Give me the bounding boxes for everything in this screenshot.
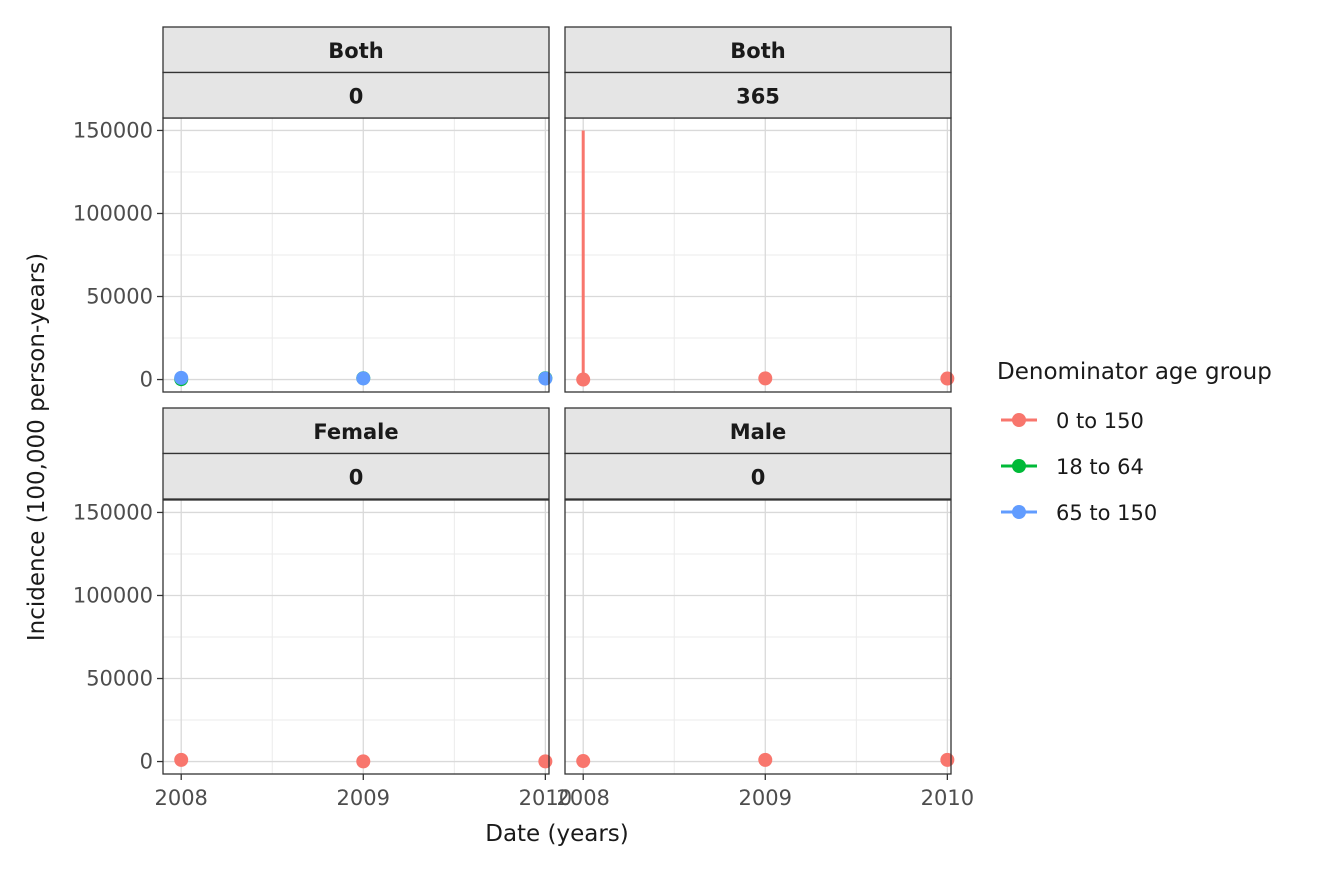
panel-3-strip-top-label: Female bbox=[313, 420, 398, 444]
panel-3-data-point bbox=[356, 754, 371, 769]
panel-3-x-tick-label: 2008 bbox=[154, 786, 207, 810]
panel-4-data-point bbox=[576, 754, 591, 769]
legend-key-point bbox=[1012, 413, 1026, 427]
panel-1-strip-bottom bbox=[162, 71, 550, 119]
panel-4-data-point bbox=[758, 752, 773, 767]
panel-3-x-tick-label: 2009 bbox=[337, 786, 390, 810]
legend-title: Denominator age group bbox=[997, 359, 1272, 385]
panel-1-data-point bbox=[538, 371, 553, 386]
panel-2-data-point bbox=[758, 371, 773, 386]
legend-label: 65 to 150 bbox=[1056, 501, 1157, 525]
panel-1-y-tick-label: 0 bbox=[140, 368, 153, 392]
panel-4-strip-top bbox=[564, 407, 952, 455]
panel-3-strip-bottom-label: 0 bbox=[349, 465, 364, 489]
panel-1-strip-bottom-label: 0 bbox=[349, 84, 364, 108]
panel-3-y-tick-label: 0 bbox=[140, 750, 153, 774]
panel-3-border bbox=[162, 499, 550, 775]
panel-1-strip-top bbox=[162, 26, 550, 74]
panel-1-y-tick-label: 150000 bbox=[73, 118, 153, 142]
legend-key-point bbox=[1012, 459, 1026, 473]
legend-label: 0 to 150 bbox=[1056, 409, 1144, 433]
panel-1-data-point bbox=[356, 371, 371, 386]
panel-1-y-tick-label: 50000 bbox=[86, 285, 153, 309]
panel-1-strip-top-label: Both bbox=[328, 39, 383, 63]
panel-3-data-point bbox=[538, 754, 553, 769]
x-axis-title: Date (years) bbox=[485, 821, 629, 847]
panel-3-data-point bbox=[174, 752, 189, 767]
panel-2-strip-top bbox=[564, 26, 952, 74]
panel-3-y-tick-label: 50000 bbox=[86, 667, 153, 691]
panel-3-y-tick-label: 100000 bbox=[73, 583, 153, 607]
panel-4-data-point bbox=[940, 752, 955, 767]
panel-3-y-tick-label: 150000 bbox=[73, 500, 153, 524]
legend-key-point bbox=[1012, 505, 1026, 519]
panel-4-x-tick-label: 2009 bbox=[739, 786, 792, 810]
panel-3-strip-top bbox=[162, 407, 550, 455]
panel-3-x-tick-label: 2010 bbox=[519, 786, 572, 810]
panel-4-strip-bottom bbox=[564, 452, 952, 500]
y-axis-title: Incidence (100,000 person-years) bbox=[24, 253, 50, 641]
panel-4-border bbox=[564, 499, 952, 775]
panel-2-data-point bbox=[940, 371, 955, 386]
panel-4-x-tick-label: 2010 bbox=[921, 786, 974, 810]
panel-3-strip-bottom bbox=[162, 452, 550, 500]
panel-1-y-tick-label: 100000 bbox=[73, 201, 153, 225]
panel-2-strip-top-label: Both bbox=[730, 39, 785, 63]
panel-4-strip-bottom-label: 0 bbox=[751, 465, 766, 489]
panel-4-strip-top-label: Male bbox=[730, 420, 787, 444]
legend-label: 18 to 64 bbox=[1056, 455, 1144, 479]
panel-2-strip-bottom bbox=[564, 71, 952, 119]
panel-1-data-point bbox=[174, 370, 189, 385]
panel-2-data-point bbox=[576, 372, 591, 387]
panel-2-strip-bottom-label: 365 bbox=[736, 84, 780, 108]
panel-4-x-tick-label: 2008 bbox=[556, 786, 609, 810]
